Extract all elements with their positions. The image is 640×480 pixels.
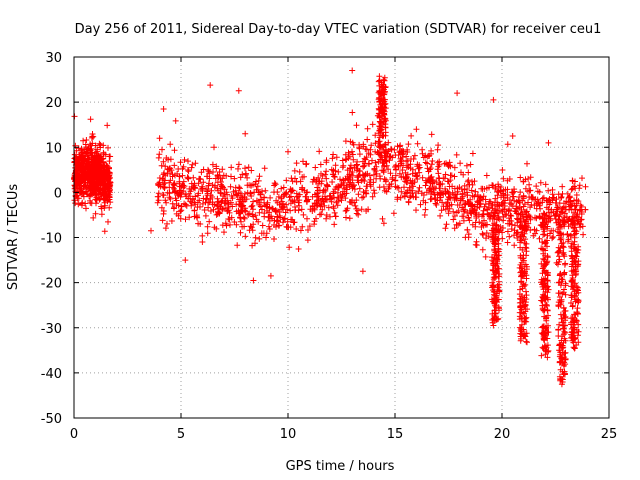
y-tick-label: -20 — [41, 277, 62, 292]
x-tick-label: 0 — [70, 427, 78, 442]
data-points — [71, 67, 589, 388]
y-tick-label: -40 — [41, 367, 62, 382]
chart-title: Day 256 of 2011, Sidereal Day-to-day VTE… — [75, 22, 602, 37]
x-tick-label: 5 — [177, 427, 185, 442]
x-tick-label: 25 — [601, 427, 618, 442]
x-tick-label: 10 — [280, 427, 297, 442]
y-tick-label: 10 — [45, 141, 62, 156]
y-tick-label: -50 — [41, 412, 62, 427]
x-tick-label: 15 — [387, 427, 404, 442]
grid-lines — [74, 57, 609, 418]
y-tick-label: 20 — [45, 96, 62, 111]
data-point-markers — [71, 67, 589, 388]
y-tick-label: -10 — [41, 232, 62, 247]
x-tick-label: 20 — [494, 427, 511, 442]
y-tick-label: 0 — [54, 186, 62, 201]
x-axis-label: GPS time / hours — [286, 459, 395, 474]
y-tick-label: 30 — [45, 51, 62, 66]
axis-ticks — [73, 56, 610, 419]
y-axis-label: SDTVAR / TECUs — [6, 184, 21, 291]
y-tick-label: -30 — [41, 322, 62, 337]
axis-tick-labels: 0 5 10 15 20 25 -50 -40 -30 -20 -10 0 10 20 30 — [41, 51, 618, 442]
